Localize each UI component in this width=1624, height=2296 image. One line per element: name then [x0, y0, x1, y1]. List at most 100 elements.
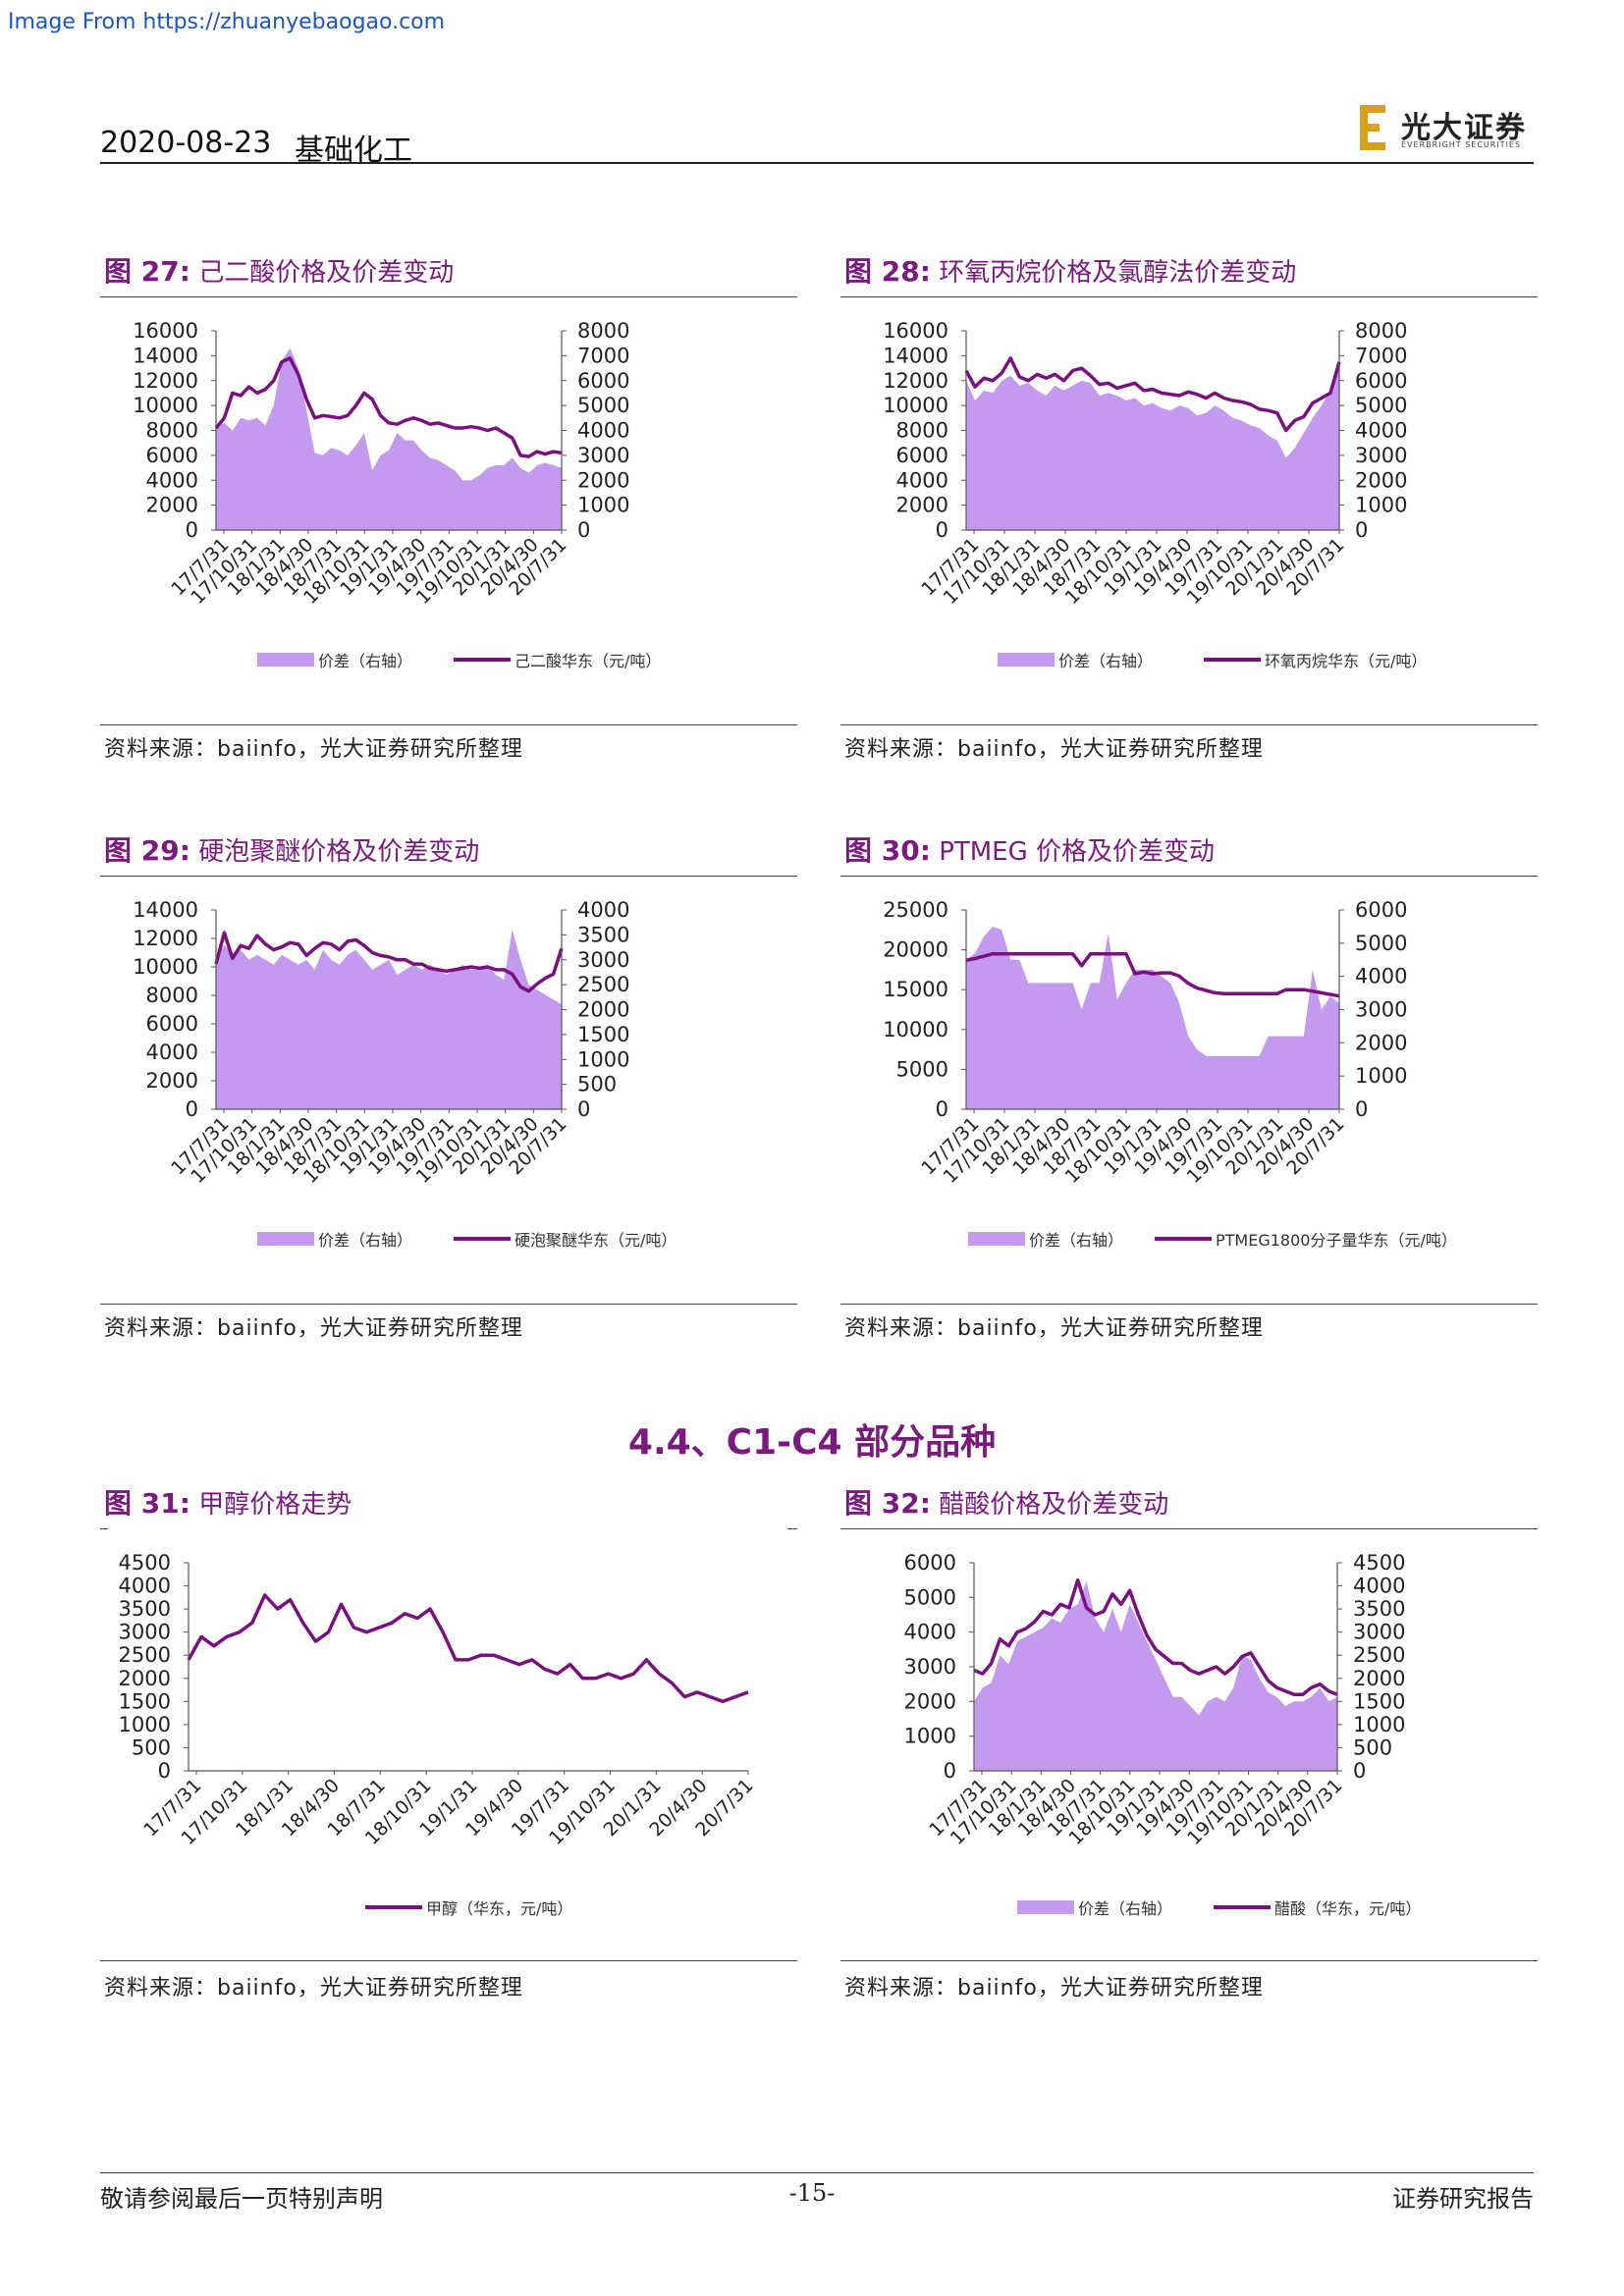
- footer-divider: [100, 2172, 1534, 2173]
- y-left-tick-label: 16000: [883, 319, 948, 343]
- figure-source: 资料来源：baiinfo，光大证券研究所整理: [844, 1976, 1264, 2001]
- y-left-tick-label: 10000: [133, 955, 198, 979]
- chart: 0100020003000400050006000050010001500200…: [904, 1551, 1422, 1918]
- y-left-tick-label: 6000: [904, 1551, 956, 1575]
- y-left-tick-label: 16000: [133, 319, 198, 343]
- y-left-tick-label: 0: [186, 518, 198, 542]
- y-right-tick-label: 0: [577, 518, 590, 542]
- y-left-tick-label: 4000: [119, 1575, 171, 1598]
- y-right-tick-label: 1000: [1355, 494, 1407, 517]
- y-left-tick-label: 10000: [883, 1018, 948, 1041]
- y-left-tick-label: 4500: [119, 1551, 171, 1575]
- report-date: 2020-08-23: [100, 126, 272, 160]
- legend-label: 价差（右轴）: [1078, 1899, 1172, 1918]
- figure-label: 图 29:: [104, 834, 190, 867]
- y-right-tick-label: 3000: [577, 444, 629, 467]
- y-right-tick-label: 500: [577, 1073, 617, 1096]
- legend-label: PTMEG1800分子量华东（元/吨）: [1216, 1231, 1457, 1250]
- legend-swatch-area: [998, 653, 1055, 667]
- y-right-tick-label: 0: [1353, 1759, 1366, 1783]
- y-right-tick-label: 4000: [577, 898, 629, 922]
- figure-title: 图 28: 环氧丙烷价格及氯醇法价差变动: [844, 250, 1296, 290]
- figure-label: 图 27:: [104, 255, 190, 288]
- y-right-tick-label: 6000: [1355, 369, 1407, 393]
- series-area-spread: [974, 1580, 1337, 1771]
- y-left-tick-label: 1000: [119, 1713, 171, 1736]
- legend-swatch-area: [968, 1232, 1025, 1246]
- y-right-tick-label: 4000: [577, 419, 629, 443]
- figure-label: 图 28:: [844, 255, 931, 288]
- y-right-tick-label: 1000: [577, 494, 629, 517]
- y-right-tick-label: 1500: [1353, 1689, 1405, 1713]
- y-left-tick-label: 8000: [896, 419, 948, 443]
- figure-bottom-rule: [840, 1960, 1538, 1961]
- figure-bottom-rule: [100, 1960, 797, 1961]
- series-area-spread: [966, 360, 1339, 530]
- figure-caption: 己二酸价格及价差变动: [198, 258, 455, 288]
- figure-caption: 硬泡聚醚价格及价差变动: [198, 837, 480, 867]
- chart: 0 5000 10000 15000 20000 25000 0 1000 2000 3000 40…: [883, 898, 1457, 1250]
- chart: 05001000150020002500300035004000450017/7…: [119, 1551, 758, 1918]
- y-right-tick-label: 3500: [1353, 1597, 1405, 1621]
- y-right-tick-label: 2500: [1353, 1643, 1405, 1667]
- figure-caption: 甲醇价格走势: [198, 1490, 352, 1520]
- y-right-tick-label: 2000: [1353, 1667, 1405, 1690]
- y-left-tick-label: 6000: [146, 1012, 198, 1036]
- y-left-tick-label: 2000: [146, 1069, 198, 1093]
- y-right-tick-label: 6000: [577, 369, 629, 393]
- figure-source: 资料来源：baiinfo，光大证券研究所整理: [844, 737, 1264, 762]
- legend-swatch-area: [257, 1232, 314, 1246]
- y-left-tick-label: 5000: [904, 1585, 956, 1609]
- y-right-tick-label: 8000: [1355, 319, 1407, 343]
- legend-label: 价差（右轴）: [318, 652, 412, 670]
- y-left-tick-label: 0: [936, 518, 948, 542]
- footer-report-type: 证券研究报告: [1392, 2185, 1534, 2213]
- y-left-tick-label: 4000: [904, 1621, 956, 1644]
- y-right-tick-label: 3000: [1355, 998, 1407, 1022]
- figure-bottom-rule: [100, 1304, 797, 1305]
- y-left-tick-label: 500: [132, 1735, 171, 1759]
- series-area-spread: [216, 930, 562, 1109]
- y-left-tick-label: 0: [186, 1097, 198, 1121]
- y-left-tick-label: 14000: [883, 344, 948, 367]
- y-right-tick-label: 0: [1355, 1097, 1368, 1121]
- logo-icon: [1360, 105, 1385, 150]
- y-right-tick-label: 2000: [1355, 1031, 1407, 1054]
- legend-swatch-area: [1017, 1900, 1074, 1914]
- y-left-tick-label: 2000: [119, 1667, 171, 1690]
- figure-title: 图 32: 醋酸价格及价差变动: [844, 1482, 1168, 1522]
- y-left-tick-label: 2000: [896, 494, 948, 517]
- y-right-tick-label: 1500: [577, 1023, 629, 1046]
- figure-label: 图 31:: [104, 1487, 190, 1520]
- series-area-spread: [966, 926, 1339, 1109]
- y-right-tick-label: 5000: [1355, 394, 1407, 417]
- footer-disclaimer: 敬请参阅最后一页特别声明: [100, 2185, 383, 2213]
- y-left-tick-label: 1000: [904, 1725, 956, 1748]
- figure-label: 图 30:: [844, 834, 931, 867]
- y-left-tick-label: 3500: [119, 1597, 171, 1621]
- figure-source: 资料来源：baiinfo，光大证券研究所整理: [104, 1976, 523, 2001]
- legend-label: 价差（右轴）: [1029, 1231, 1123, 1250]
- y-right-tick-label: 1000: [577, 1047, 629, 1071]
- chart: 0200040006000800010000120001400016000010…: [883, 319, 1427, 670]
- y-right-tick-label: 6000: [1355, 898, 1407, 922]
- legend-label: 价差（右轴）: [318, 1231, 412, 1250]
- y-left-tick-label: 0: [944, 1759, 956, 1783]
- page-number: -15-: [788, 2179, 836, 2207]
- logo-english: EVERBRIGHT SECURITIES: [1401, 140, 1522, 149]
- y-left-tick-label: 12000: [883, 369, 948, 393]
- figure-caption: 环氧丙烷价格及氯醇法价差变动: [939, 258, 1297, 288]
- legend-label: 价差（右轴）: [1058, 652, 1153, 670]
- y-right-tick-label: 4000: [1355, 965, 1407, 988]
- figure-top-rule-right: [787, 1528, 797, 1529]
- figure-source: 资料来源：baiinfo，光大证券研究所整理: [844, 1316, 1264, 1341]
- figure-top-rule: [100, 876, 797, 877]
- y-left-tick-label: 14000: [133, 344, 198, 367]
- figure-top-rule: [100, 1528, 108, 1529]
- y-right-tick-label: 500: [1353, 1735, 1392, 1759]
- y-left-tick-label: 0: [936, 1097, 948, 1121]
- y-left-tick-label: 20000: [883, 938, 948, 962]
- series-line-price: [187, 1593, 749, 1704]
- y-right-tick-label: 2500: [577, 973, 629, 996]
- figure-caption: PTMEG 价格及价差变动: [939, 837, 1216, 867]
